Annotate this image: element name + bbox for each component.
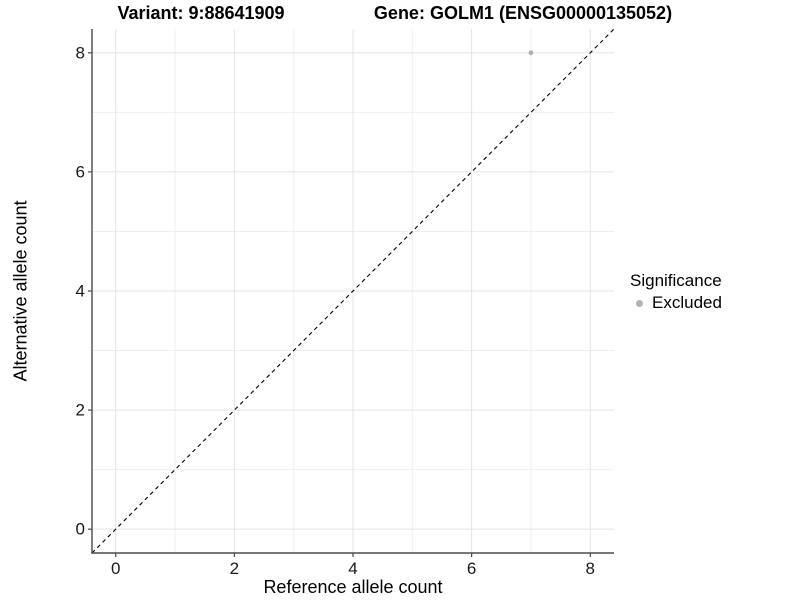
y-tick-label: 6: [76, 162, 85, 181]
x-tick-label: 6: [467, 559, 476, 578]
y-tick-label: 8: [76, 43, 85, 62]
plot-title-variant: Variant: 9:88641909: [117, 3, 285, 23]
identity-line: [91, 28, 615, 554]
y-axis-title: Alternative allele count: [10, 200, 31, 382]
x-tick-label: 0: [111, 559, 120, 578]
x-tick-label: 8: [586, 559, 595, 578]
legend: Significance Excluded: [630, 271, 722, 313]
x-tick-label: 2: [230, 559, 239, 578]
x-axis-title: Reference allele count: [263, 577, 443, 597]
legend-entry-label: Excluded: [652, 293, 722, 312]
plot-title-gene: Gene: GOLM1 (ENSG00000135052): [373, 3, 673, 23]
legend-title: Significance: [630, 271, 722, 290]
legend-entry-excluded: Excluded: [630, 293, 722, 313]
y-tick-label: 2: [76, 401, 85, 420]
y-tick-label: 0: [76, 520, 85, 539]
data-point: [528, 50, 534, 56]
y-tick-label: 4: [76, 282, 85, 301]
excluded-point-icon: [636, 299, 643, 307]
x-tick-label: 4: [348, 559, 357, 578]
